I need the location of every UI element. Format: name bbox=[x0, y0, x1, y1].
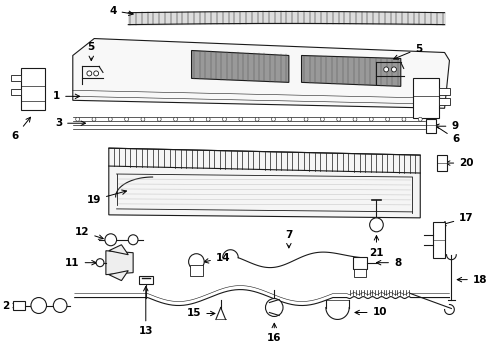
Text: 2: 2 bbox=[2, 301, 17, 311]
Circle shape bbox=[173, 117, 177, 121]
FancyBboxPatch shape bbox=[438, 88, 449, 95]
FancyBboxPatch shape bbox=[189, 265, 203, 276]
Text: 19: 19 bbox=[86, 190, 126, 205]
Text: 20: 20 bbox=[445, 158, 473, 168]
Text: 21: 21 bbox=[368, 236, 383, 258]
Circle shape bbox=[31, 298, 46, 314]
Circle shape bbox=[94, 71, 99, 76]
Circle shape bbox=[105, 234, 116, 246]
Circle shape bbox=[96, 259, 104, 267]
Polygon shape bbox=[106, 251, 133, 275]
FancyBboxPatch shape bbox=[438, 98, 449, 105]
Circle shape bbox=[417, 117, 421, 121]
FancyBboxPatch shape bbox=[11, 89, 21, 95]
FancyBboxPatch shape bbox=[425, 119, 435, 133]
Circle shape bbox=[401, 117, 405, 121]
FancyBboxPatch shape bbox=[352, 257, 366, 269]
Text: 12: 12 bbox=[75, 227, 103, 239]
Circle shape bbox=[188, 254, 204, 270]
FancyBboxPatch shape bbox=[139, 276, 152, 284]
Text: 14: 14 bbox=[203, 253, 230, 263]
Circle shape bbox=[206, 117, 210, 121]
Text: 18: 18 bbox=[456, 275, 487, 285]
Circle shape bbox=[141, 117, 144, 121]
Circle shape bbox=[255, 117, 259, 121]
Circle shape bbox=[189, 117, 193, 121]
Circle shape bbox=[320, 117, 324, 121]
Circle shape bbox=[265, 298, 283, 316]
Circle shape bbox=[383, 67, 388, 72]
Text: 16: 16 bbox=[266, 323, 281, 343]
Polygon shape bbox=[109, 245, 128, 255]
Circle shape bbox=[76, 117, 80, 121]
Text: 1: 1 bbox=[53, 91, 80, 101]
Polygon shape bbox=[301, 55, 400, 86]
Circle shape bbox=[222, 117, 226, 121]
Circle shape bbox=[157, 117, 161, 121]
Text: 4: 4 bbox=[109, 6, 133, 15]
Circle shape bbox=[238, 117, 242, 121]
Text: 3: 3 bbox=[55, 118, 85, 128]
Text: 11: 11 bbox=[65, 258, 96, 268]
FancyBboxPatch shape bbox=[412, 78, 438, 118]
Circle shape bbox=[108, 117, 112, 121]
Circle shape bbox=[92, 117, 96, 121]
Circle shape bbox=[336, 117, 340, 121]
Text: 7: 7 bbox=[285, 230, 292, 248]
Text: 13: 13 bbox=[138, 287, 153, 337]
Text: 10: 10 bbox=[354, 307, 386, 318]
Polygon shape bbox=[109, 148, 419, 218]
Text: 5: 5 bbox=[87, 42, 95, 60]
Circle shape bbox=[53, 298, 67, 312]
Circle shape bbox=[287, 117, 291, 121]
Circle shape bbox=[368, 117, 372, 121]
Polygon shape bbox=[191, 50, 288, 82]
Text: 17: 17 bbox=[441, 213, 473, 226]
FancyBboxPatch shape bbox=[21, 68, 44, 110]
Text: 6: 6 bbox=[432, 124, 459, 144]
Text: 9: 9 bbox=[434, 121, 458, 131]
FancyBboxPatch shape bbox=[13, 301, 25, 310]
Polygon shape bbox=[73, 39, 448, 108]
FancyBboxPatch shape bbox=[11, 75, 21, 81]
FancyBboxPatch shape bbox=[436, 155, 446, 171]
FancyBboxPatch shape bbox=[432, 222, 444, 258]
Circle shape bbox=[352, 117, 356, 121]
Circle shape bbox=[304, 117, 307, 121]
Circle shape bbox=[391, 67, 396, 72]
Circle shape bbox=[124, 117, 128, 121]
Circle shape bbox=[369, 218, 383, 232]
Circle shape bbox=[87, 71, 92, 76]
Text: 15: 15 bbox=[186, 309, 215, 319]
Circle shape bbox=[128, 235, 138, 245]
Circle shape bbox=[385, 117, 389, 121]
Text: 8: 8 bbox=[376, 258, 401, 268]
Circle shape bbox=[271, 117, 275, 121]
FancyBboxPatch shape bbox=[353, 269, 365, 276]
Text: 5: 5 bbox=[393, 44, 422, 59]
Polygon shape bbox=[109, 271, 128, 280]
Text: 6: 6 bbox=[12, 117, 30, 141]
